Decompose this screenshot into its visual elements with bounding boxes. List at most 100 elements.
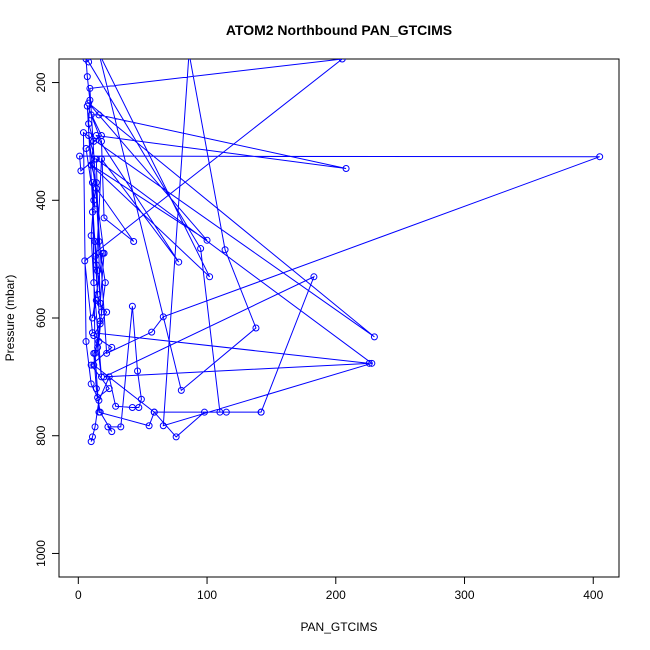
data-point — [83, 73, 91, 81]
data-point — [87, 438, 95, 446]
data-point — [175, 258, 183, 266]
data-point — [252, 324, 260, 332]
y-tick-label: 600 — [34, 308, 48, 328]
data-point — [95, 111, 103, 119]
x-axis: 0 100 200 300 400 — [75, 576, 604, 602]
data-point — [148, 328, 156, 336]
chart-title: ATOM2 Northbound PAN_GTCIMS — [226, 22, 452, 38]
data-point — [221, 246, 229, 254]
data-point — [91, 205, 99, 213]
data-point — [105, 373, 113, 381]
x-axis-label: PAN_GTCIMS — [300, 620, 377, 634]
x-tick-label: 100 — [197, 588, 217, 602]
data-point — [90, 332, 98, 340]
data-point — [596, 153, 604, 161]
data-point — [257, 408, 265, 416]
data-point — [128, 302, 136, 310]
data-point — [197, 245, 205, 253]
data-point — [137, 395, 145, 403]
data-point — [96, 299, 104, 307]
data-point — [100, 249, 108, 257]
data-point — [134, 367, 142, 375]
data-point — [92, 385, 100, 393]
x-tick-label: 400 — [583, 588, 603, 602]
data-point — [87, 161, 95, 169]
y-tick-label: 200 — [34, 72, 48, 92]
plot-area — [76, 50, 604, 446]
data-point — [105, 385, 113, 393]
data-point — [82, 338, 90, 346]
data-point — [91, 252, 99, 260]
data-point — [172, 433, 180, 441]
data-point — [94, 343, 102, 351]
data-point — [97, 155, 105, 163]
data-point — [88, 433, 96, 441]
data-point — [90, 137, 98, 145]
data-point — [104, 423, 112, 431]
data-point — [85, 120, 93, 128]
data-point — [159, 313, 167, 321]
data-point — [87, 111, 95, 119]
data-point — [206, 273, 214, 281]
y-axis: 200 400 600 800 1000 — [34, 72, 60, 567]
data-point — [83, 102, 91, 110]
data-point — [159, 422, 167, 430]
data-point — [88, 314, 96, 322]
data-point — [87, 232, 95, 240]
data-point — [365, 359, 373, 367]
data-point — [85, 132, 93, 140]
data-point — [94, 393, 102, 401]
y-axis-label: Pressure (mbar) — [3, 275, 17, 362]
data-point — [97, 373, 105, 381]
y-tick-label: 1000 — [34, 540, 48, 567]
data-point — [86, 84, 94, 92]
data-point — [101, 279, 109, 287]
data-point — [94, 290, 102, 298]
data-point — [96, 50, 102, 56]
series-line — [79, 59, 600, 442]
data-point — [200, 408, 208, 416]
y-tick-label: 800 — [34, 425, 48, 445]
data-point — [90, 196, 98, 204]
data-point — [91, 237, 99, 245]
data-point — [310, 273, 318, 281]
data-point — [82, 144, 90, 152]
data-point — [79, 129, 87, 137]
data-point — [77, 167, 85, 175]
data-point — [91, 349, 99, 357]
data-point — [112, 402, 120, 410]
data-point — [100, 214, 108, 222]
data-point — [145, 422, 153, 430]
data-point — [87, 380, 95, 388]
data-point — [117, 423, 125, 431]
data-point — [135, 403, 143, 411]
x-tick-label: 300 — [455, 588, 475, 602]
data-point — [370, 333, 378, 341]
data-point — [91, 423, 99, 431]
x-tick-label: 0 — [75, 588, 82, 602]
data-point — [76, 152, 84, 160]
data-point — [97, 132, 105, 140]
data-point — [96, 317, 104, 325]
data-point — [108, 428, 116, 436]
data-point — [92, 261, 100, 269]
data-point — [203, 236, 211, 244]
data-point — [81, 257, 89, 265]
data-point — [103, 308, 111, 316]
data-point — [342, 164, 350, 172]
data-point — [130, 237, 138, 245]
data-point — [95, 408, 103, 416]
data-point — [92, 185, 100, 192]
data-point — [90, 361, 98, 369]
data-point — [88, 179, 96, 187]
data-point — [96, 320, 104, 328]
data-point — [95, 237, 103, 245]
plot-frame — [58, 58, 620, 578]
x-tick-label: 200 — [326, 588, 346, 602]
data-point — [87, 361, 95, 369]
data-point — [368, 359, 376, 367]
data-point — [100, 373, 108, 381]
data-point — [97, 308, 105, 316]
data-point — [222, 408, 230, 416]
y-tick-label: 400 — [34, 190, 48, 210]
